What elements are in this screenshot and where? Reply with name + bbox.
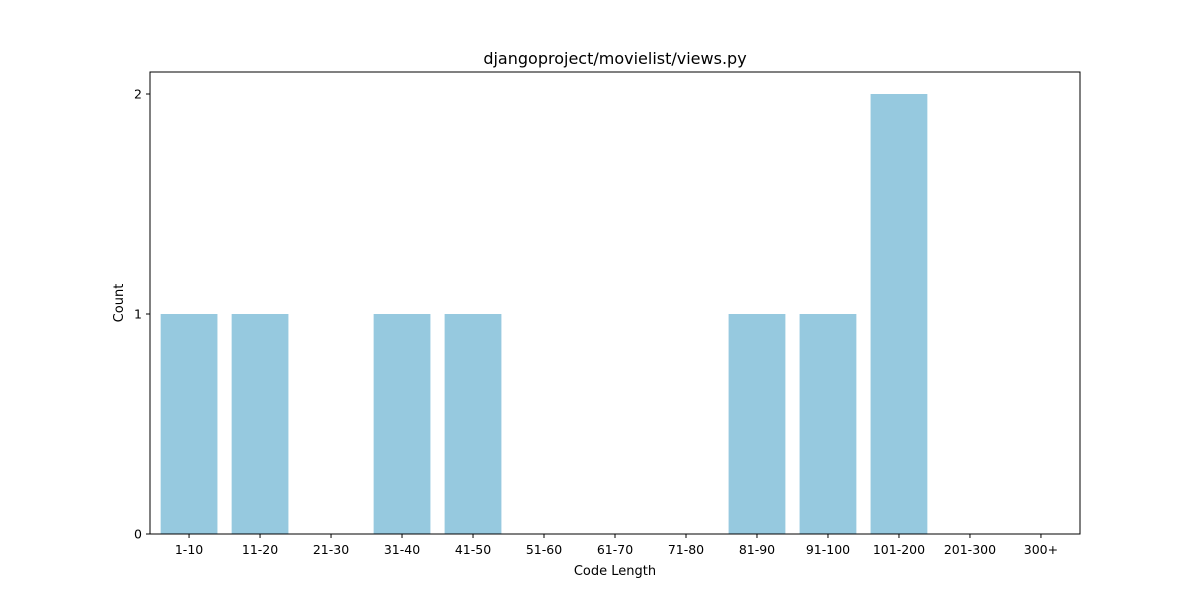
x-tick-label: 61-70 <box>597 542 633 557</box>
bar-81-90 <box>728 314 786 534</box>
chart-title: djangoproject/movielist/views.py <box>483 49 746 68</box>
x-tick-label: 31-40 <box>384 542 420 557</box>
x-tick-label: 21-30 <box>313 542 349 557</box>
x-axis: 1-10 11-20 21-30 31-40 41-50 51-60 61-70 71-80 8… <box>175 534 1058 557</box>
bar-41-50 <box>444 314 502 534</box>
x-tick-label: 11-20 <box>242 542 278 557</box>
x-tick-label: 41-50 <box>455 542 491 557</box>
x-tick-label: 101-200 <box>873 542 925 557</box>
x-tick-label: 201-300 <box>944 542 996 557</box>
bar-91-100 <box>799 314 857 534</box>
x-tick-label: 51-60 <box>526 542 562 557</box>
y-axis-label: Count <box>112 284 127 323</box>
x-axis-label: Code Length <box>574 564 656 579</box>
bar-101-200 <box>870 94 928 534</box>
y-tick-label: 1 <box>134 307 142 322</box>
x-tick-label: 91-100 <box>806 542 850 557</box>
x-tick-label: 300+ <box>1024 542 1058 557</box>
bar-31-40 <box>373 314 431 534</box>
y-axis: 0 1 2 <box>134 87 150 542</box>
y-tick-label: 0 <box>134 527 142 542</box>
y-tick-label: 2 <box>134 87 142 102</box>
bar-1-10 <box>160 314 218 534</box>
x-tick-label: 71-80 <box>668 542 704 557</box>
x-tick-label: 81-90 <box>739 542 775 557</box>
x-tick-label: 1-10 <box>175 542 203 557</box>
bar-11-20 <box>231 314 289 534</box>
bars-group <box>160 94 928 534</box>
